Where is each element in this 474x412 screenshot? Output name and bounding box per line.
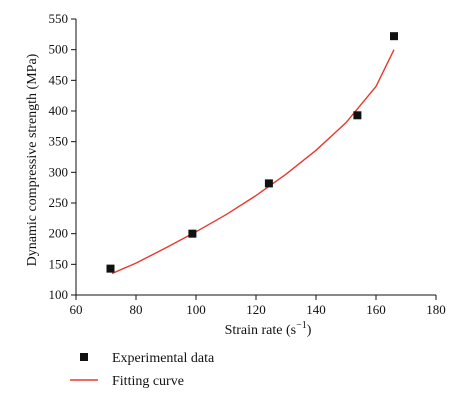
legend-label-fitting-curve: Fitting curve <box>112 374 184 389</box>
y-tick-label: 350 <box>49 134 69 149</box>
x-axis-ticks: 60 80 100 120 140 160 180 <box>70 295 446 317</box>
x-tick-label: 60 <box>70 302 83 317</box>
x-tick-label: 120 <box>246 302 266 317</box>
experimental-data-point <box>188 229 197 238</box>
experimental-data-point <box>390 32 398 41</box>
y-tick-label: 150 <box>49 256 69 271</box>
y-tick-label: 500 <box>49 42 69 57</box>
x-tick-label: 140 <box>306 302 326 317</box>
y-tick-label: 100 <box>49 287 69 302</box>
x-tick-label: 100 <box>186 302 206 317</box>
legend-label-experimental-data: Experimental data <box>112 351 215 366</box>
y-tick-label: 550 <box>49 11 69 26</box>
y-tick-label: 300 <box>49 164 69 179</box>
experimental-data-point <box>264 179 273 188</box>
plot-area: 100 150 200 250 300 350 400 450 500 550 60 80 100 12… <box>49 11 446 317</box>
x-tick-label: 160 <box>366 302 386 317</box>
fitting-curve-line <box>111 49 395 275</box>
y-axis-title: Dynamic compressive strength (MPa) <box>25 53 40 266</box>
experimental-data-point <box>106 264 115 273</box>
y-tick-label: 400 <box>49 103 69 118</box>
x-tick-label: 180 <box>426 302 446 317</box>
x-axis-title: Strain rate (s−1) <box>225 320 312 338</box>
y-tick-label: 200 <box>49 226 69 241</box>
x-tick-label: 80 <box>130 302 143 317</box>
experimental-data-point <box>353 111 362 120</box>
experimental-points-layer <box>106 32 398 273</box>
y-axis-ticks: 100 150 200 250 300 350 400 450 500 550 <box>49 11 76 302</box>
y-tick-label: 450 <box>49 72 69 87</box>
legend-marker-experimental-data <box>80 353 88 361</box>
fitting-curve-layer <box>111 49 395 275</box>
legend: Experimental data Fitting curve <box>70 351 215 389</box>
y-tick-label: 250 <box>49 195 69 210</box>
